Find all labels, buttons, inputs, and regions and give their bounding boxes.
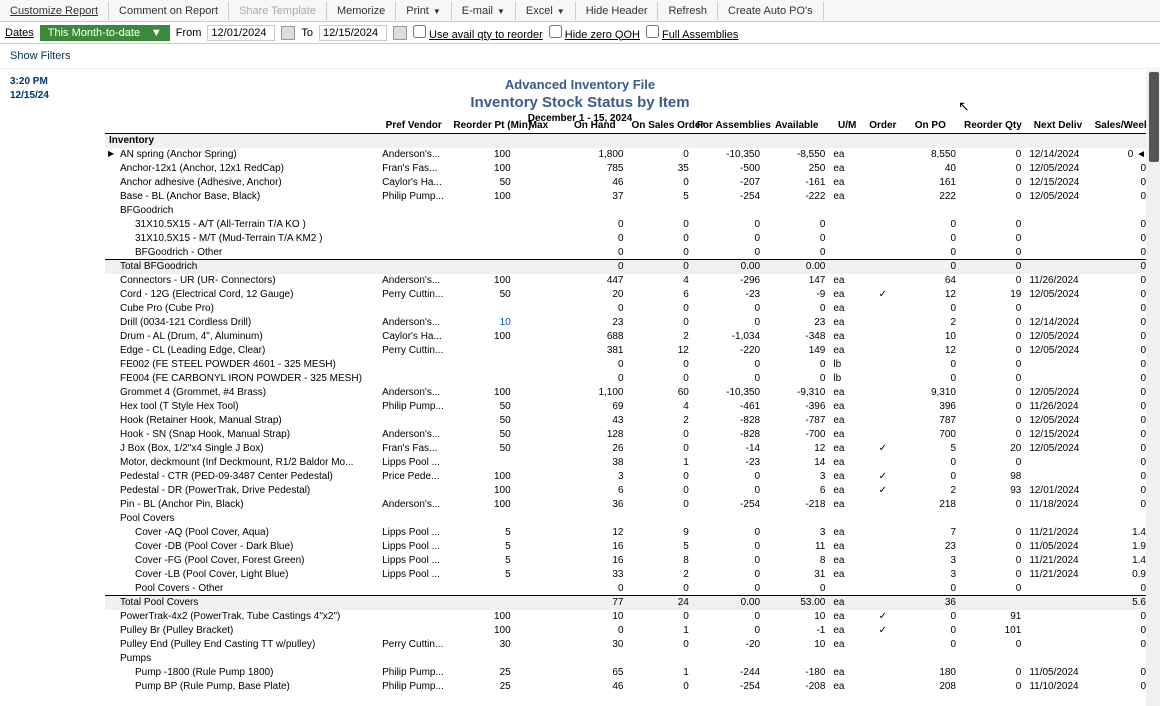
report-grid: Pref VendorReorder Pt (Min)MaxOn HandOn … (105, 118, 1150, 706)
avail-qty-checkbox[interactable]: Use avail qty to reorder (413, 25, 543, 41)
share-button: Share Template (229, 2, 327, 20)
hide-zero-checkbox[interactable]: Hide zero QOH (549, 25, 640, 41)
table-row[interactable]: BFGoodrich - Other0000000 (105, 246, 1150, 260)
table-row[interactable]: Cover -FG (Pool Cover, Forest Green)Lipp… (105, 554, 1150, 568)
to-label: To (301, 27, 313, 39)
table-row[interactable]: Cover -AQ (Pool Cover, Aqua)Lipps Pool .… (105, 526, 1150, 540)
table-row[interactable]: 31X10.5X15 - A/T (All-Terrain T/A KO )00… (105, 218, 1150, 232)
table-row[interactable]: Pumps (105, 652, 1150, 666)
from-label: From (176, 27, 202, 39)
table-row[interactable]: Drum - AL (Drum, 4", Aluminum)Caylor's H… (105, 330, 1150, 344)
to-calendar-icon[interactable] (393, 26, 407, 40)
table-row[interactable]: J Box (Box, 1/2"x4 Single J Box)Fran's F… (105, 442, 1150, 456)
table-row[interactable]: Motor, deckmount (Inf Deckmount, R1/2 Ba… (105, 456, 1150, 470)
table-row[interactable]: Hook - SN (Snap Hook, Manual Strap)Ander… (105, 428, 1150, 442)
table-row[interactable]: Grommet 4 (Grommet, #4 Brass)Anderson's.… (105, 386, 1150, 400)
table-row[interactable]: Edge - CL (Leading Edge, Clear)Perry Cut… (105, 344, 1150, 358)
hide-header-button[interactable]: Hide Header (576, 2, 659, 20)
table-row[interactable]: 31X10.5X15 - M/T (Mud-Terrain T/A KM2 )0… (105, 232, 1150, 246)
table-row[interactable]: Cube Pro (Cube Pro)0000ea000 (105, 302, 1150, 316)
to-date-input[interactable] (319, 25, 387, 41)
show-filters-link[interactable]: Show Filters (0, 44, 1160, 69)
dates-label: Dates (5, 27, 34, 39)
comment-button[interactable]: Comment on Report (109, 2, 229, 20)
table-row[interactable]: Pulley Br (Pulley Bracket)100010-1ea✓010… (105, 624, 1150, 638)
print-button[interactable]: Print▼ (396, 2, 452, 20)
table-row[interactable]: Cover -DB (Pool Cover - Dark Blue)Lipps … (105, 540, 1150, 554)
table-row[interactable]: Pump BP (Rule Pump, Base Plate)Philip Pu… (105, 680, 1150, 694)
vertical-scrollbar[interactable] (1146, 70, 1160, 706)
table-row[interactable]: Pulley End (Pulley End Casting TT w/pull… (105, 638, 1150, 652)
table-row[interactable]: Drill (0034-121 Cordless Drill)Anderson'… (105, 316, 1150, 330)
email-button[interactable]: E-mail▼ (452, 2, 516, 20)
filter-bar: Dates This Month-to-date▼ From To Use av… (0, 22, 1160, 44)
table-row[interactable]: Total Pool Covers77240.0053.00ea365.6 (105, 596, 1150, 610)
header-row: Pref VendorReorder Pt (Min)MaxOn HandOn … (105, 118, 1150, 134)
customize-button[interactable]: Customize Report (0, 2, 109, 20)
table-row[interactable]: ▶AN spring (Anchor Spring)Anderson's...1… (105, 148, 1150, 162)
table-row[interactable]: BFGoodrich (105, 204, 1150, 218)
table-row[interactable]: Cord - 12G (Electrical Cord, 12 Gauge)Pe… (105, 288, 1150, 302)
table-row[interactable]: Base - BL (Anchor Base, Black)Philip Pum… (105, 190, 1150, 204)
table-row[interactable]: Pool Covers (105, 512, 1150, 526)
scroll-thumb[interactable] (1149, 72, 1159, 162)
table-row[interactable]: Cover -LB (Pool Cover, Light Blue)Lipps … (105, 568, 1150, 582)
table-row[interactable]: FE002 (FE STEEL POWDER 4601 - 325 MESH)0… (105, 358, 1150, 372)
table-row[interactable]: FE004 (FE CARBONYL IRON POWDER - 325 MES… (105, 372, 1150, 386)
table-row[interactable]: Pedestal - DR (PowerTrak, Drive Pedestal… (105, 484, 1150, 498)
toolbar: Customize Report Comment on Report Share… (0, 0, 1160, 22)
full-assemblies-checkbox[interactable]: Full Assemblies (646, 25, 738, 41)
report-titles: Advanced Inventory File Inventory Stock … (0, 77, 1160, 124)
table-row[interactable]: Pin - BL (Anchor Pin, Black)Anderson's..… (105, 498, 1150, 512)
company-name: Advanced Inventory File (0, 77, 1160, 92)
table-row[interactable]: Hex tool (T Style Hex Tool)Philip Pump..… (105, 400, 1150, 414)
table-row[interactable]: PowerTrak-4x2 (PowerTrak, Tube Castings … (105, 610, 1150, 624)
excel-button[interactable]: Excel▼ (516, 2, 576, 20)
from-calendar-icon[interactable] (281, 26, 295, 40)
timestamp: 3:20 PM 12/15/24 (10, 75, 49, 103)
date-range-select[interactable]: This Month-to-date▼ (40, 25, 170, 41)
table-row[interactable]: Pedestal - CTR (PED-09-3487 Center Pedes… (105, 470, 1150, 484)
table-row[interactable]: Anchor-12x1 (Anchor, 12x1 RedCap)Fran's … (105, 162, 1150, 176)
table-row[interactable]: Connectors - UR (UR- Connectors)Anderson… (105, 274, 1150, 288)
table-row[interactable]: Pump -1800 (Rule Pump 1800)Philip Pump..… (105, 666, 1150, 680)
auto-po-button[interactable]: Create Auto PO's (718, 2, 824, 20)
report-title: Inventory Stock Status by Item (0, 94, 1160, 111)
table-row[interactable]: Anchor adhesive (Adhesive, Anchor)Caylor… (105, 176, 1150, 190)
table-row[interactable]: Inventory (105, 134, 1150, 148)
memorize-button[interactable]: Memorize (327, 2, 396, 20)
refresh-button[interactable]: Refresh (658, 2, 718, 20)
table-row[interactable]: Total BFGoodrich000.000.00000 (105, 260, 1150, 274)
table-row[interactable]: Pool Covers - Other0000000 (105, 582, 1150, 596)
from-date-input[interactable] (207, 25, 275, 41)
table-row[interactable]: Hook (Retainer Hook, Manual Strap)50432-… (105, 414, 1150, 428)
